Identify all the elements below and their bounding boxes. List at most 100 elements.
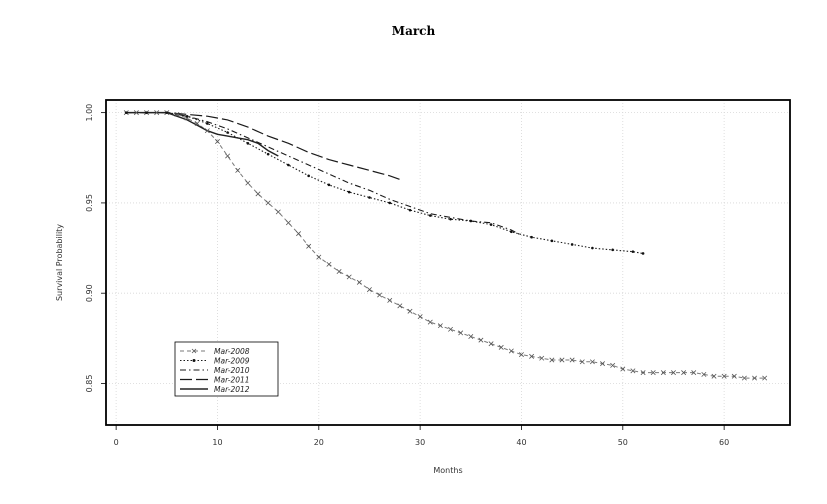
data-point <box>145 111 148 114</box>
chart-title: March <box>391 24 436 38</box>
data-point <box>306 243 312 249</box>
data-point <box>589 359 595 365</box>
y-tick-label: 1.00 <box>85 104 94 122</box>
data-point <box>296 231 302 237</box>
series-line-mar-2010 <box>126 112 522 236</box>
y-axis-label: Survival Probability <box>55 224 64 301</box>
data-point <box>579 359 585 365</box>
x-tick-label: 30 <box>415 438 425 447</box>
data-point <box>469 219 473 223</box>
data-point <box>539 355 545 361</box>
data-point <box>530 235 533 239</box>
y-tick-label: 0.90 <box>85 284 94 302</box>
data-point <box>366 287 372 293</box>
data-point <box>165 111 169 114</box>
y-axis: 0.85 0.90 0.95 1.00 <box>85 104 106 392</box>
data-point <box>449 217 452 221</box>
plot-frame <box>105 99 791 426</box>
data-point <box>307 174 310 178</box>
data-point <box>660 370 666 376</box>
legend-label: Mar-2011 <box>214 376 250 385</box>
data-point <box>287 163 290 167</box>
data-point <box>611 248 614 252</box>
x-tick-label: 50 <box>618 438 628 447</box>
data-point <box>285 220 291 226</box>
data-point <box>508 348 514 354</box>
data-point <box>206 122 209 125</box>
data-point <box>204 128 210 134</box>
data-point <box>265 200 271 206</box>
data-point <box>498 344 504 350</box>
data-point <box>245 180 251 186</box>
data-point <box>124 111 128 114</box>
data-point <box>478 337 484 343</box>
data-point <box>437 323 443 329</box>
data-point <box>377 292 383 298</box>
data-point <box>408 208 412 212</box>
data-point <box>154 110 160 116</box>
data-point <box>701 371 707 377</box>
data-point <box>347 190 351 194</box>
legend-marker <box>192 359 196 362</box>
data-point <box>185 114 189 118</box>
data-point <box>670 370 676 376</box>
x-tick-label: 60 <box>719 438 729 447</box>
data-point <box>174 111 180 117</box>
data-point <box>235 167 241 173</box>
data-point <box>518 352 524 358</box>
data-point <box>427 319 433 325</box>
data-point <box>194 120 200 126</box>
data-point <box>356 279 362 285</box>
data-point <box>327 183 331 187</box>
data-point <box>428 214 432 217</box>
data-point <box>569 357 575 363</box>
data-point <box>741 375 747 381</box>
data-point <box>731 373 737 379</box>
legend-label: Mar-2010 <box>214 366 250 375</box>
data-point <box>559 357 565 363</box>
data-point <box>226 131 229 134</box>
data-point <box>214 139 220 145</box>
series-markers <box>123 110 768 381</box>
legend-label: Mar-2009 <box>214 357 250 366</box>
data-point <box>336 269 342 275</box>
series-line-mar-2009 <box>126 112 644 255</box>
data-point <box>641 252 645 255</box>
data-point <box>600 361 606 367</box>
x-tick-label: 0 <box>114 438 119 447</box>
data-point <box>448 326 454 332</box>
data-point <box>762 375 768 381</box>
data-point <box>620 366 626 372</box>
data-point <box>388 201 392 205</box>
data-point <box>368 196 371 199</box>
x-tick-label: 20 <box>314 438 324 447</box>
data-point <box>570 243 574 246</box>
data-point <box>591 246 594 250</box>
data-point <box>631 250 635 253</box>
series-lines <box>126 111 765 379</box>
data-point <box>549 357 555 363</box>
data-point <box>326 261 332 267</box>
x-axis: 0 10 20 30 40 50 60 <box>114 425 729 447</box>
x-tick-label: 40 <box>516 438 526 447</box>
data-point <box>468 334 474 340</box>
data-point <box>640 370 646 376</box>
data-point <box>529 353 535 359</box>
data-point <box>275 209 281 215</box>
data-point <box>550 239 554 243</box>
legend-marker <box>191 348 197 354</box>
data-point <box>650 370 656 376</box>
y-tick-label: 0.95 <box>85 194 94 212</box>
x-axis-label: Months <box>433 466 462 475</box>
data-point <box>225 153 231 159</box>
series-line-mar-2012 <box>126 111 279 157</box>
data-point <box>458 330 464 336</box>
data-point <box>711 373 717 379</box>
x-tick-label: 10 <box>212 438 222 447</box>
data-point <box>610 362 616 368</box>
data-point <box>417 314 423 320</box>
data-point <box>184 115 190 121</box>
data-point <box>346 274 352 280</box>
